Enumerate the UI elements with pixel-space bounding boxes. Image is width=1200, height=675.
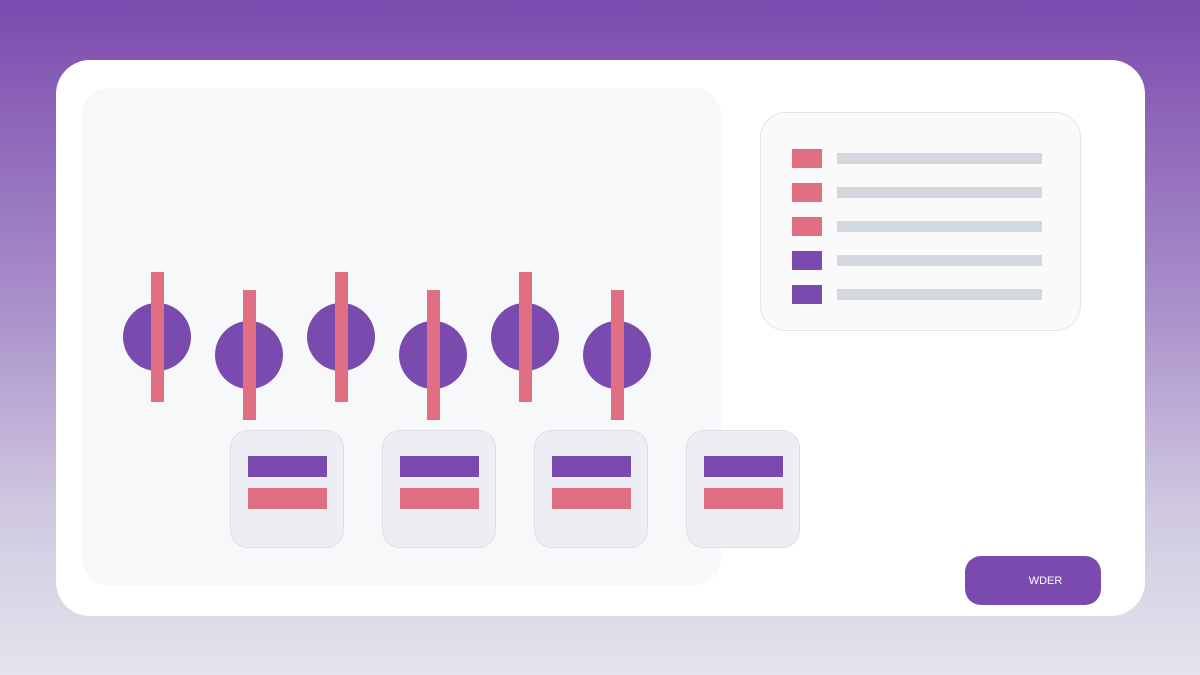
knob-3[interactable] [307,272,375,402]
tile-primary-stripe [704,456,783,477]
option-tile-4[interactable] [686,430,800,548]
tile-primary-stripe [248,456,327,477]
knob-track [335,272,348,402]
primary-action-button[interactable]: WDER [965,556,1101,605]
knob-2[interactable] [215,290,283,420]
legend-swatch [792,149,822,168]
knob-track [151,272,164,402]
knob-4[interactable] [399,290,467,420]
option-tile-1[interactable] [230,430,344,548]
legend-item-5[interactable] [792,285,1042,304]
knob-1[interactable] [123,272,191,402]
legend-item-3[interactable] [792,217,1042,236]
knob-track [427,290,440,420]
legend-label-placeholder [837,289,1042,300]
legend-label-placeholder [837,255,1042,266]
tile-accent-stripe [248,488,327,509]
tile-accent-stripe [400,488,479,509]
knob-track [611,290,624,420]
knob-6[interactable] [583,290,651,420]
legend-panel [760,112,1081,331]
legend-swatch [792,285,822,304]
knob-track [243,290,256,420]
legend-label-placeholder [837,187,1042,198]
tile-accent-stripe [552,488,631,509]
knob-5[interactable] [491,272,559,402]
legend-swatch [792,251,822,270]
legend-item-4[interactable] [792,251,1042,270]
tile-primary-stripe [552,456,631,477]
legend-item-2[interactable] [792,183,1042,202]
option-tile-2[interactable] [382,430,496,548]
legend-swatch [792,217,822,236]
legend-label-placeholder [837,153,1042,164]
tile-primary-stripe [400,456,479,477]
legend-swatch [792,183,822,202]
knob-track [519,272,532,402]
legend-label-placeholder [837,221,1042,232]
option-tile-3[interactable] [534,430,648,548]
tile-accent-stripe [704,488,783,509]
legend-item-1[interactable] [792,149,1042,168]
